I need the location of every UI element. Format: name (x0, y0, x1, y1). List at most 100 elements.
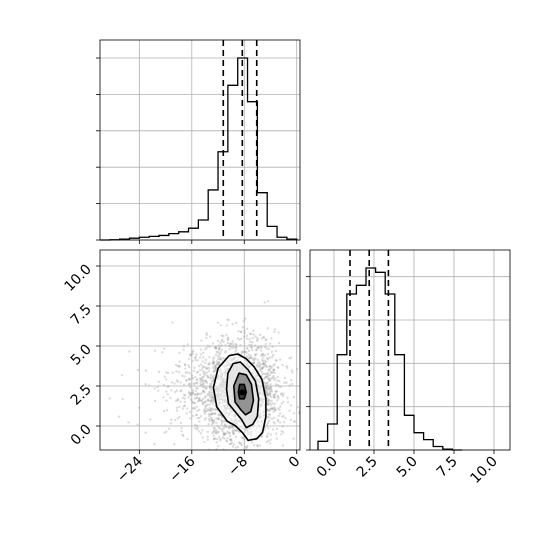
scatter-point (187, 383, 190, 387)
scatter-point (222, 420, 226, 423)
scatter-point (282, 414, 285, 418)
scatter-point (198, 420, 201, 423)
scatter-point (215, 448, 218, 450)
scatter-point (210, 380, 214, 383)
scatter-point (245, 347, 248, 350)
scatter-point (195, 413, 199, 416)
scatter-point (218, 348, 221, 351)
scatter-point (286, 366, 289, 370)
scatter-point (268, 379, 272, 382)
scatter-point (267, 377, 270, 380)
scatter-point (260, 353, 264, 356)
scatter-point (182, 404, 186, 408)
scatter-point (258, 333, 262, 337)
scatter-point (251, 341, 254, 344)
scatter-point (232, 432, 235, 436)
scatter-point (217, 344, 220, 347)
scatter-point (263, 301, 266, 304)
scatter-point (265, 347, 268, 350)
scatter-point (270, 399, 273, 403)
scatter-point (186, 437, 189, 441)
scatter-point (217, 430, 220, 433)
scatter-point (220, 339, 224, 343)
scatter-point (212, 419, 215, 422)
scatter-point (204, 379, 207, 382)
scatter-point (191, 400, 194, 404)
scatter-point (232, 443, 236, 446)
scatter-point (204, 405, 207, 408)
scatter-point (185, 379, 188, 382)
scatter-point (265, 391, 269, 394)
scatter-point (267, 413, 270, 416)
scatter-point (289, 356, 293, 359)
scatter-point (196, 393, 199, 396)
scatter-point (198, 369, 202, 372)
scatter-point (292, 395, 296, 399)
scatter-point (198, 376, 202, 380)
scatter-point (206, 438, 210, 441)
scatter-point (223, 424, 227, 427)
scatter-point (188, 410, 192, 414)
scatter-point (267, 388, 271, 391)
scatter-point (205, 333, 209, 337)
scatter-point (232, 428, 235, 431)
scatter-point (165, 409, 169, 412)
scatter-point (225, 431, 228, 435)
scatter-point (264, 376, 268, 379)
scatter-point (254, 335, 257, 338)
scatter-point (288, 409, 291, 412)
scatter-point (198, 398, 201, 402)
scatter-point (217, 444, 220, 448)
scatter-point (214, 365, 218, 369)
scatter-point (264, 382, 268, 385)
scatter-point (203, 409, 206, 413)
scatter-point (180, 389, 183, 392)
scatter-point (117, 415, 121, 418)
scatter-point (201, 360, 205, 363)
scatter-point (203, 412, 207, 415)
scatter-point (195, 382, 198, 385)
scatter-point (182, 348, 185, 352)
scatter-point (206, 398, 210, 401)
scatter-point (269, 403, 272, 407)
scatter-point (277, 385, 281, 388)
scatter-point (211, 396, 214, 399)
scatter-point (281, 394, 285, 398)
scatter-point (217, 426, 221, 430)
scatter-point (206, 430, 209, 433)
scatter-point (244, 448, 247, 450)
scatter-point (188, 382, 191, 385)
scatter-point (156, 385, 159, 389)
scatter-point (249, 332, 252, 335)
scatter-point (264, 388, 268, 392)
scatter-point (195, 396, 199, 399)
scatter-point (284, 416, 287, 420)
scatter-point (263, 354, 267, 357)
scatter-point (204, 400, 207, 404)
scatter-point (175, 370, 178, 373)
scatter-point (232, 344, 235, 348)
scatter-point (195, 424, 199, 427)
scatter-point (187, 377, 191, 380)
scatter-point (252, 361, 255, 365)
scatter-point (214, 408, 217, 411)
scatter-point (229, 438, 232, 441)
scatter-point (203, 372, 206, 375)
scatter-point (267, 347, 271, 351)
scatter-point (206, 409, 209, 412)
scatter-point (191, 350, 194, 354)
scatter-point (245, 334, 249, 338)
scatter-point (273, 371, 276, 375)
scatter-point (204, 416, 208, 420)
scatter-point (198, 396, 201, 400)
scatter-point (295, 367, 299, 371)
scatter-point (208, 367, 211, 370)
scatter-point (176, 399, 180, 402)
scatter-point (282, 392, 285, 396)
scatter-point (249, 332, 252, 336)
scatter-point (195, 353, 198, 356)
scatter-point (232, 431, 235, 435)
scatter-point (265, 423, 269, 427)
scatter-point (209, 393, 213, 396)
scatter-point (211, 394, 214, 397)
